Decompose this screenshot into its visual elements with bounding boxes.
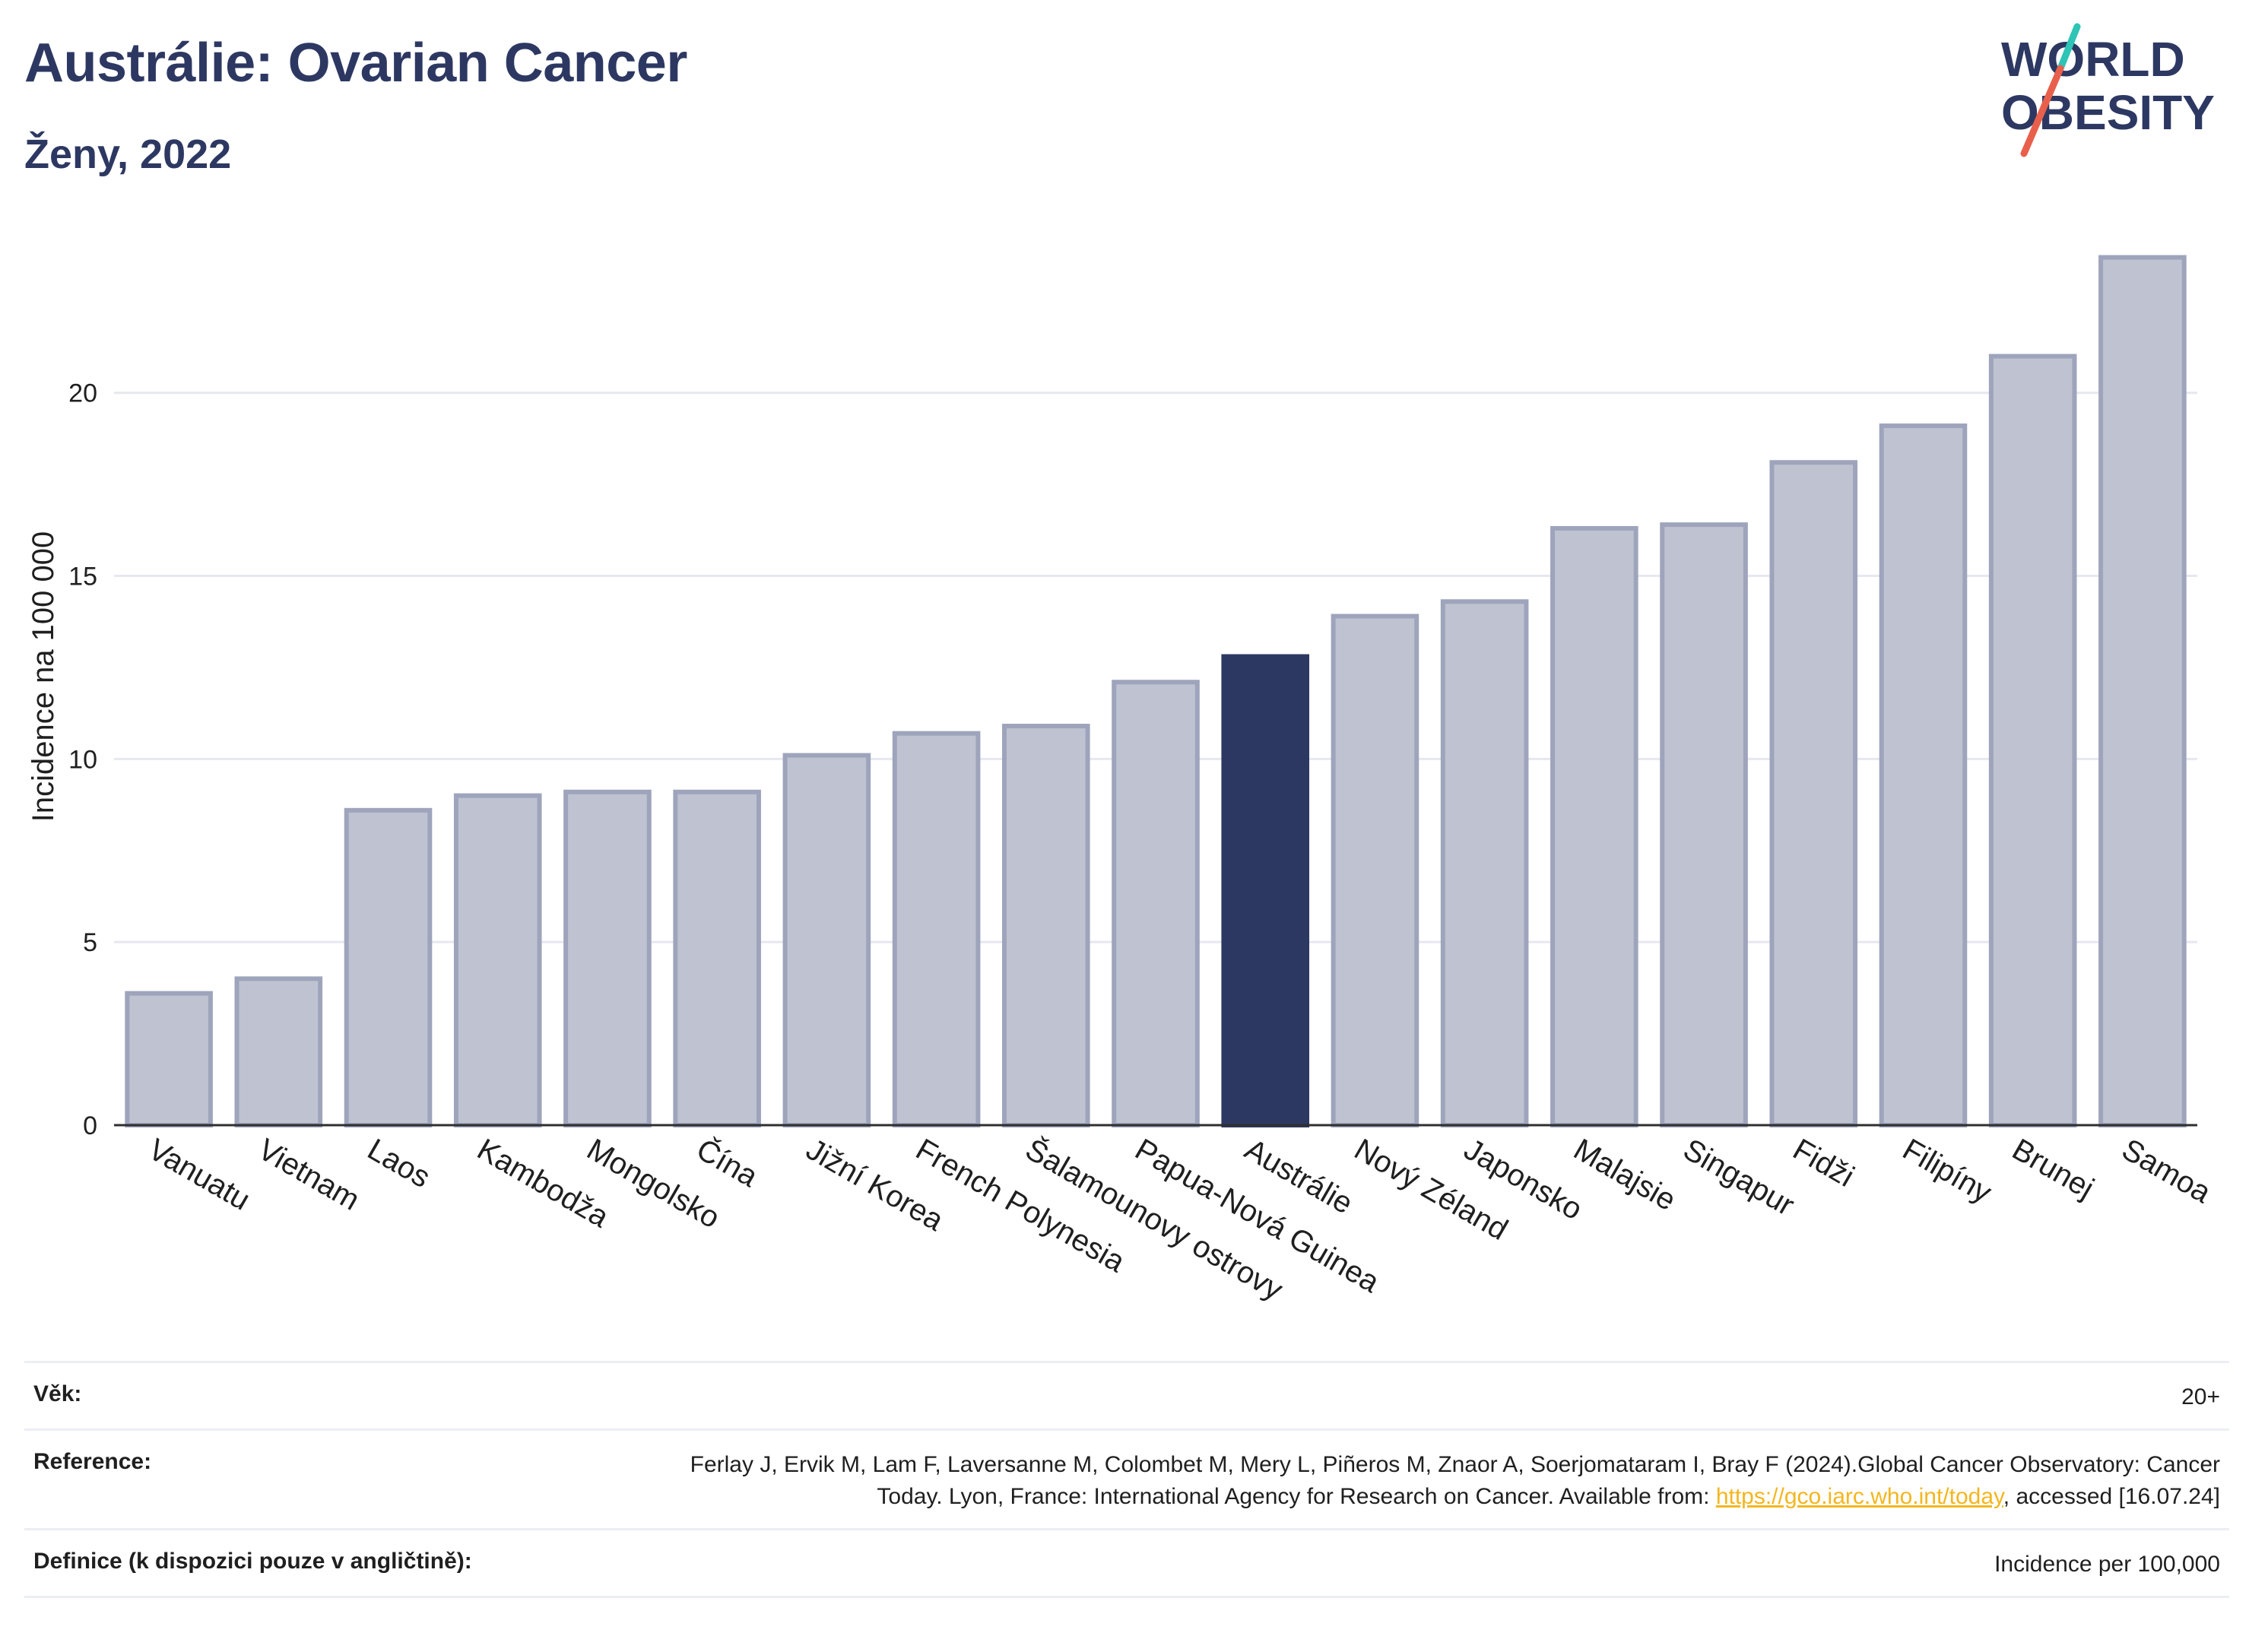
bar <box>1112 680 1200 1127</box>
meta-row-age: Věk: 20+ <box>24 1361 2229 1428</box>
x-tick-label: Malajsie <box>1568 1133 1681 1217</box>
x-tick-label: Brunej <box>2006 1133 2099 1206</box>
bar <box>1550 525 1638 1127</box>
x-tick-label: Singapur <box>1678 1133 1800 1222</box>
y-tick-label: 5 <box>83 928 97 957</box>
meta-key-reference: Reference: <box>33 1449 152 1474</box>
reference-link[interactable]: https://gco.iarc.who.int/today <box>1715 1484 2003 1509</box>
metadata-table: Věk: 20+ Reference: Ferlay J, Ervik M, L… <box>24 1361 2229 1598</box>
bar <box>1001 724 1090 1127</box>
x-tick-label: Čína <box>691 1132 764 1194</box>
bar <box>1440 599 1529 1127</box>
world-obesity-logo: WORLD OBESITY <box>2001 23 2215 157</box>
bar-highlighted <box>1221 654 1310 1127</box>
meta-key-age: Věk: <box>33 1381 82 1406</box>
y-tick-label: 20 <box>68 379 97 408</box>
bar <box>125 991 213 1128</box>
bar <box>1769 460 1858 1128</box>
reference-accessed: , accessed [16.07.24] <box>2003 1484 2220 1509</box>
x-tick-label: Vietnam <box>252 1133 365 1217</box>
bar <box>892 731 981 1127</box>
y-tick-label: 0 <box>83 1111 97 1140</box>
meta-row-reference: Reference: Ferlay J, Ervik M, Lam F, Lav… <box>24 1428 2229 1528</box>
bar <box>1331 614 1420 1127</box>
reference-text: Ferlay J, Ervik M, Lam F, Laversanne M, … <box>690 1452 2220 1509</box>
bar <box>2098 255 2187 1127</box>
y-axis-title: Incidence na 100 000 <box>27 531 60 823</box>
chart-title: Austrálie: Ovarian Cancer <box>24 33 687 94</box>
meta-key-definition: Definice (k dispozici pouze v angličtině… <box>33 1549 472 1574</box>
x-tick-label: Fidži <box>1787 1133 1860 1194</box>
y-tick-label: 10 <box>68 745 97 774</box>
x-tick-label: Laos <box>362 1133 436 1194</box>
x-tick-label: Filipíny <box>1897 1133 1997 1210</box>
logo-slash-top <box>2057 23 2081 72</box>
meta-value-definition: Incidence per 100,000 <box>1994 1552 2220 1577</box>
bar <box>1879 423 1968 1128</box>
meta-value-age: 20+ <box>2181 1384 2220 1409</box>
bar <box>673 789 761 1127</box>
meta-row-definition: Definice (k dispozici pouze v angličtině… <box>24 1528 2229 1598</box>
meta-value-reference: Ferlay J, Ervik M, Lam F, Laversanne M, … <box>623 1449 2220 1513</box>
y-tick-label: 15 <box>68 563 97 591</box>
bar <box>344 807 433 1127</box>
chart-subtitle: Ženy, 2022 <box>24 132 232 177</box>
bar <box>1988 354 2077 1128</box>
logo-word-1: WORLD <box>2001 32 2185 87</box>
bar <box>234 976 323 1127</box>
bar <box>453 793 542 1128</box>
bar-chart: 0 5 10 15 20 Incidence na 100 000 VanuatuVietn… <box>27 255 2217 1307</box>
x-tick-label: Samoa <box>2116 1133 2216 1210</box>
bar <box>1660 522 1748 1127</box>
logo-slash-bottom <box>2020 65 2064 157</box>
bar <box>563 789 652 1127</box>
x-tick-label: Vanuatu <box>143 1133 255 1217</box>
bar <box>782 753 871 1127</box>
